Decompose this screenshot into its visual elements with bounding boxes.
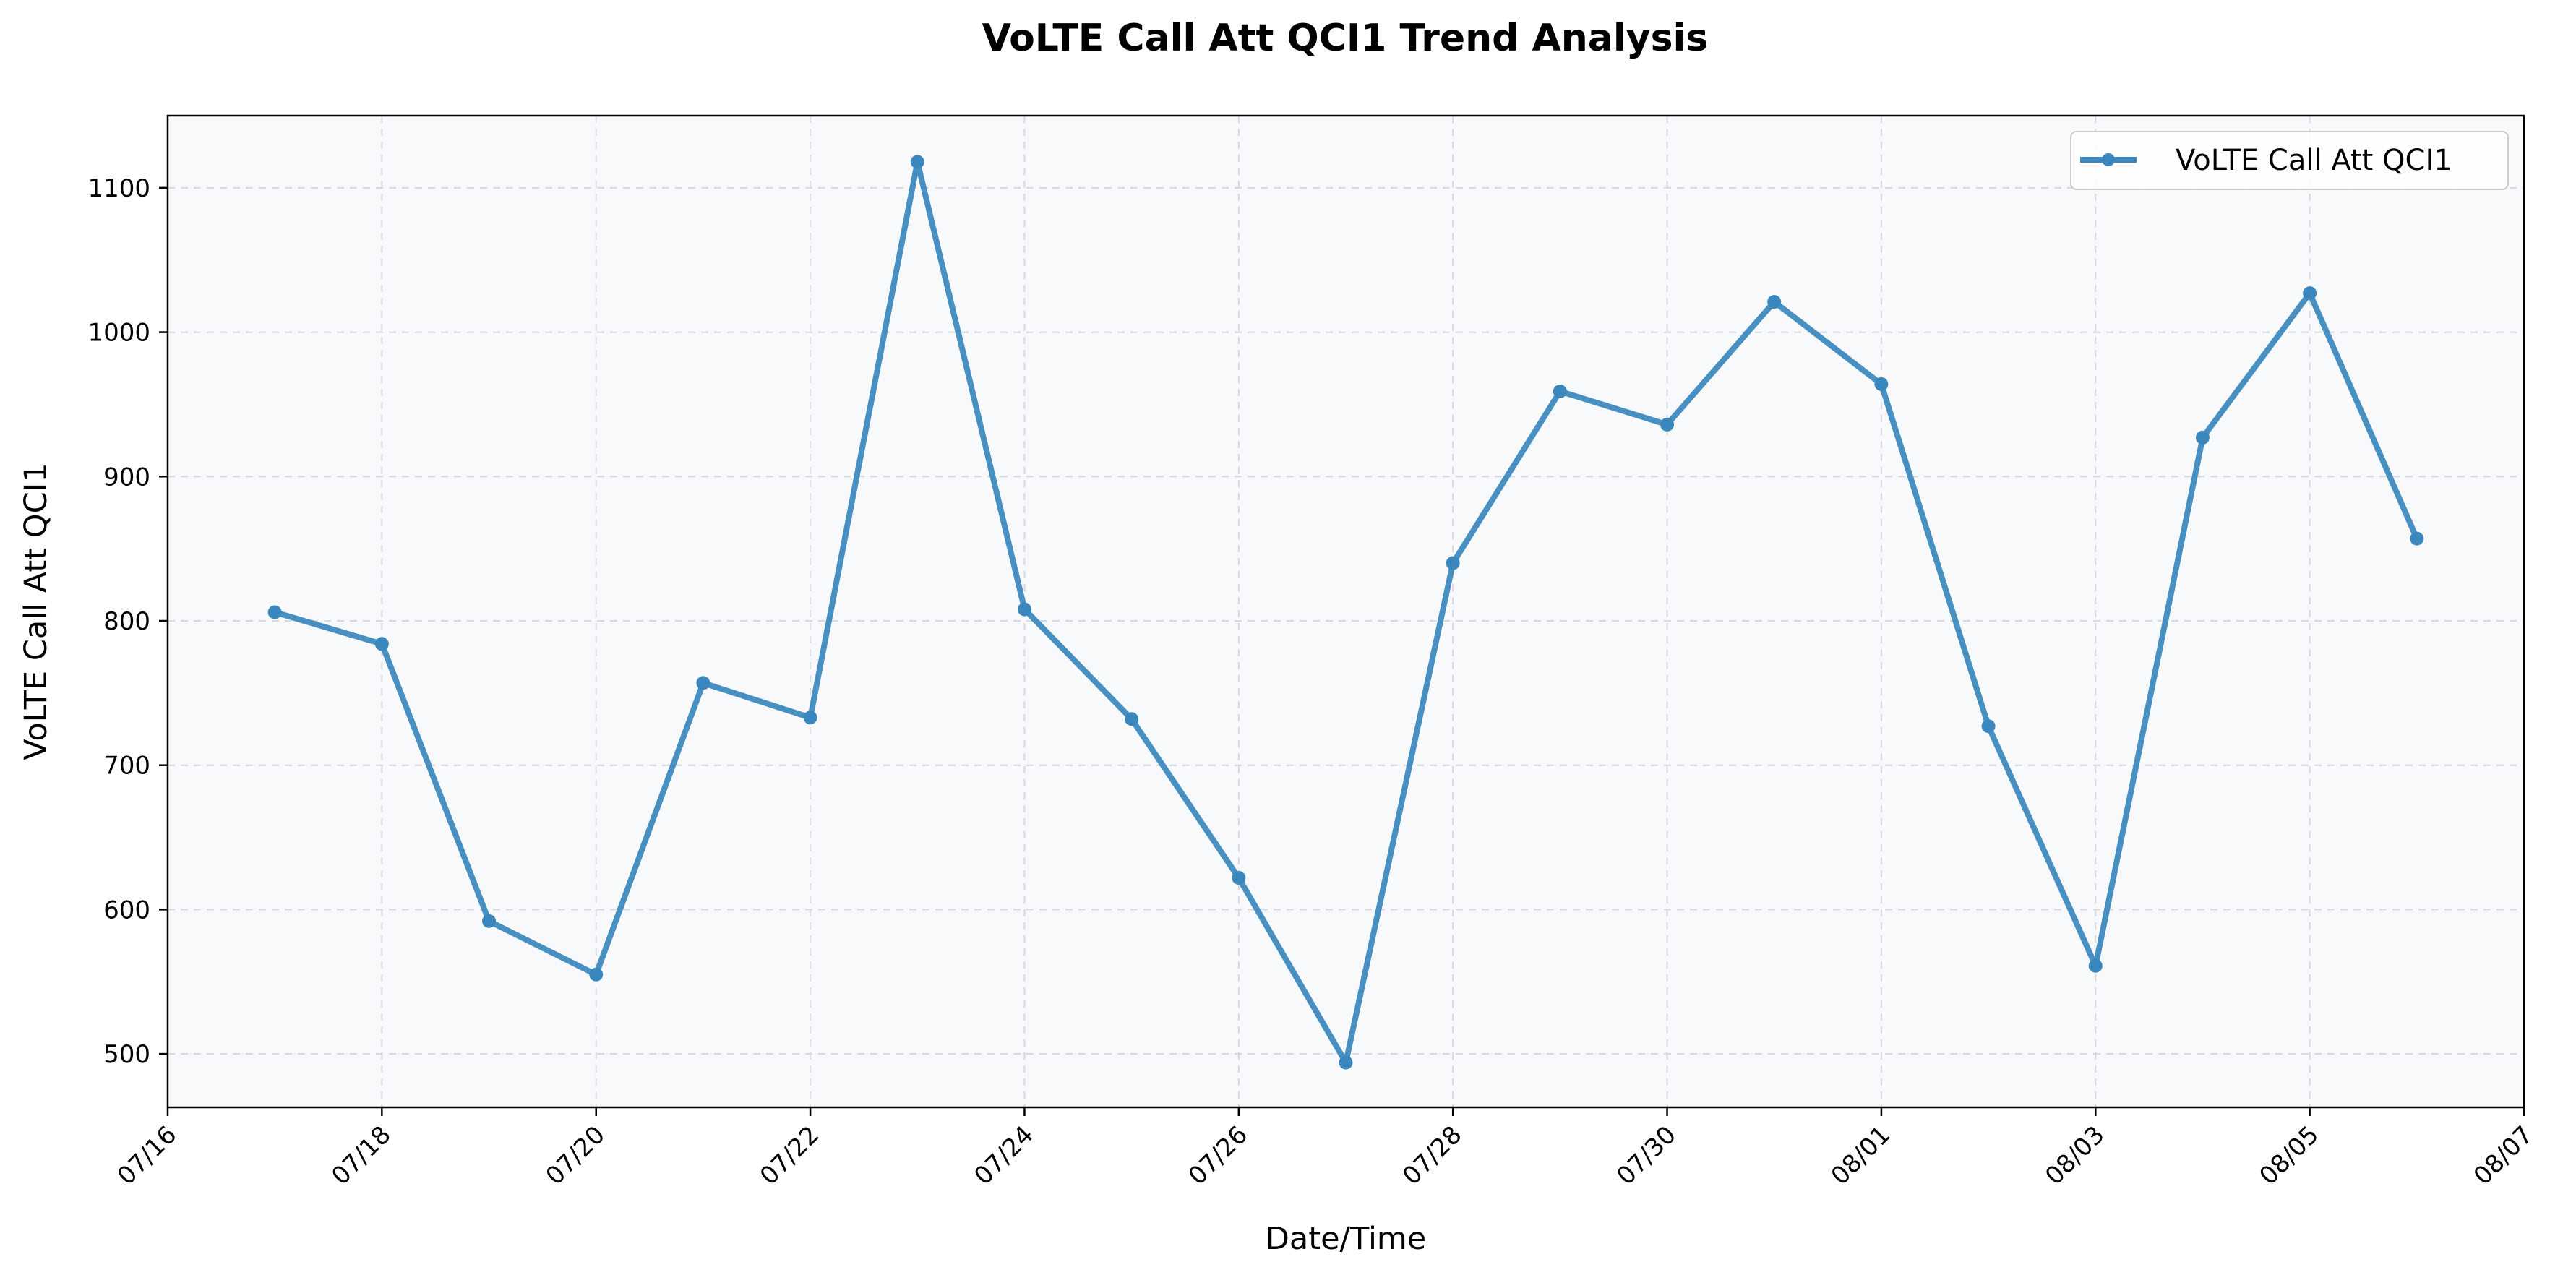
- x-axis: 07/16 07/18 07/20 07/22 07/24 07/26 07/28 07/30…: [112, 1107, 2539, 1191]
- plot-area: [168, 116, 2524, 1107]
- x-tick-label: 07/26: [1183, 1120, 1254, 1191]
- data-point: [267, 605, 282, 619]
- data-point: [1125, 712, 1139, 726]
- y-axis: 500 600 700 800 900 1000 1100: [87, 174, 168, 1069]
- data-point: [1981, 719, 1996, 734]
- data-point: [1660, 417, 1675, 432]
- data-point: [374, 637, 389, 651]
- x-tick-label: 08/03: [2040, 1120, 2111, 1191]
- x-tick-label: 07/22: [755, 1120, 825, 1191]
- legend: VoLTE Call Att QCI1: [2070, 131, 2509, 190]
- data-point: [2195, 430, 2210, 445]
- legend-marker: [2102, 153, 2115, 166]
- data-point: [1339, 1055, 1353, 1070]
- series-layer: [267, 155, 2424, 1070]
- y-tick-label: 800: [103, 607, 150, 636]
- x-tick-label: 07/24: [969, 1120, 1039, 1191]
- data-point: [1553, 384, 1567, 398]
- data-point: [1874, 377, 1889, 391]
- data-point: [1017, 602, 1031, 617]
- x-tick-label: 07/28: [1397, 1120, 1468, 1191]
- data-point: [482, 914, 497, 928]
- data-point: [803, 711, 817, 725]
- legend-label: VoLTE Call Att QCI1: [2176, 144, 2452, 177]
- y-tick-label: 1000: [87, 319, 150, 348]
- y-tick-label: 900: [103, 463, 150, 491]
- data-point: [696, 676, 710, 690]
- plot-frame: [166, 114, 2525, 1109]
- x-tick-label: 07/20: [541, 1120, 611, 1191]
- data-point: [589, 967, 604, 982]
- y-tick-label: 500: [103, 1040, 150, 1069]
- x-tick-label: 07/16: [112, 1120, 183, 1191]
- chart-title: VoLTE Call Att QCI1 Trend Analysis: [982, 17, 1709, 60]
- data-point: [1232, 870, 1246, 885]
- data-point: [1446, 556, 1460, 570]
- legend-box: [2070, 131, 2509, 190]
- y-tick-label: 1100: [87, 174, 150, 203]
- x-tick-label: 07/30: [1611, 1120, 1682, 1191]
- x-tick-label: 07/18: [326, 1120, 397, 1191]
- x-tick-label: 08/05: [2254, 1120, 2324, 1191]
- y-axis-title: VoLTE Call Att QCI1: [18, 463, 54, 760]
- data-point: [2088, 958, 2103, 973]
- x-axis-title: Date/Time: [1266, 1221, 1427, 1257]
- y-tick-label: 600: [103, 896, 150, 924]
- data-point: [910, 155, 924, 169]
- x-tick-label: 08/07: [2468, 1120, 2539, 1191]
- data-point: [2303, 286, 2317, 301]
- y-tick-label: 700: [103, 752, 150, 781]
- data-point: [2410, 531, 2424, 546]
- x-tick-label: 08/01: [1826, 1120, 1897, 1191]
- data-point: [1767, 295, 1782, 309]
